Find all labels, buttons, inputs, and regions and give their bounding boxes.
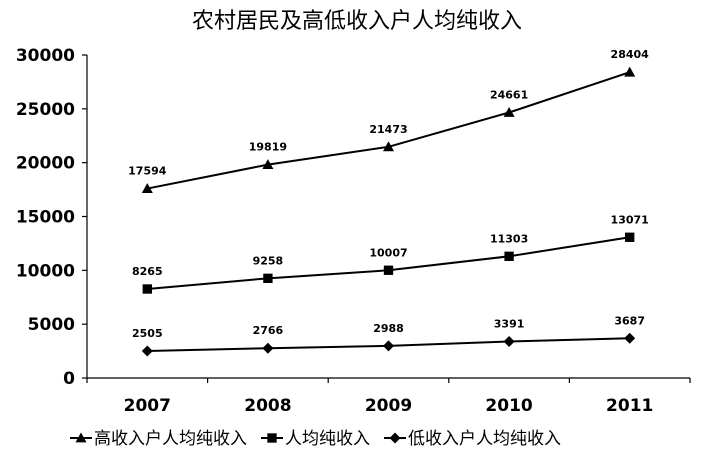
- x-tick-label: 2007: [124, 396, 171, 416]
- data-point: [503, 335, 515, 347]
- x-tick-label: 2010: [485, 396, 532, 416]
- chart-title: 农村居民及高低收入户人均纯收入: [192, 9, 522, 34]
- x-axis-ticks: 2007 2008 2009 2010 2011: [86, 378, 691, 416]
- data-point: [625, 232, 635, 242]
- legend-marker: [75, 432, 87, 443]
- data-point: [383, 340, 394, 352]
- data-point: [142, 284, 152, 294]
- legend-marker: [389, 432, 401, 444]
- legend-label: 高收入户人均纯收入: [94, 429, 247, 449]
- y-tick-label: 5000: [28, 315, 75, 335]
- data-label: 10007: [369, 246, 407, 259]
- data-label: 3391: [494, 317, 525, 330]
- legend-marker: [267, 433, 277, 443]
- data-point: [141, 183, 153, 193]
- series-line: [147, 236, 630, 291]
- series-3: 2505 2766 2988 3391 3687: [132, 314, 645, 357]
- y-axis-ticks: 0 5000 10000 15000 20000 25000 30000: [16, 46, 87, 389]
- data-point: [263, 273, 273, 283]
- data-label: 28404: [611, 48, 650, 61]
- data-label: 2505: [132, 327, 163, 340]
- data-point: [262, 159, 274, 170]
- data-point: [503, 106, 515, 117]
- data-point: [383, 141, 394, 152]
- legend: 高收入户人均纯收入 人均纯收入 低收入户人均纯收入: [70, 429, 561, 449]
- data-point: [262, 342, 274, 354]
- data-label: 19819: [249, 141, 287, 154]
- data-point: [141, 345, 153, 357]
- y-tick-label: 30000: [16, 46, 75, 66]
- data-point: [624, 332, 636, 344]
- legend-item-2: 人均纯收入: [261, 429, 370, 449]
- y-tick-label: 15000: [16, 208, 75, 228]
- legend-item-3: 低收入户人均纯收入: [384, 429, 561, 449]
- data-label: 13071: [611, 213, 649, 226]
- x-tick-label: 2011: [606, 396, 653, 416]
- data-label: 24661: [490, 88, 528, 101]
- x-tick-label: 2008: [244, 396, 291, 416]
- data-label: 2988: [373, 322, 404, 335]
- data-point: [624, 66, 636, 77]
- y-tick-label: 10000: [16, 261, 75, 281]
- legend-item-1: 高收入户人均纯收入: [70, 429, 247, 449]
- data-label: 17594: [128, 165, 167, 178]
- y-tick-label: 25000: [16, 100, 75, 120]
- series-1: 17594 19819 21473 24661 28404: [128, 48, 649, 193]
- series-2: 8265 9258 10007 11303 13071: [132, 213, 649, 294]
- data-point: [383, 265, 394, 275]
- legend-label: 人均纯收入: [285, 429, 370, 449]
- data-label: 9258: [253, 254, 284, 267]
- y-tick-label: 20000: [16, 154, 75, 174]
- data-label: 3687: [614, 314, 645, 327]
- data-point: [504, 251, 514, 261]
- data-label: 21473: [369, 123, 407, 136]
- data-label: 2766: [253, 324, 284, 337]
- x-tick-label: 2009: [365, 396, 412, 416]
- legend-label: 低收入户人均纯收入: [408, 429, 561, 449]
- data-label: 8265: [132, 265, 163, 278]
- series-layer: 17594 19819 21473 24661 28404 8265 9258 10007 11…: [128, 48, 649, 357]
- data-label: 11303: [490, 232, 528, 245]
- y-tick-label: 0: [63, 369, 75, 389]
